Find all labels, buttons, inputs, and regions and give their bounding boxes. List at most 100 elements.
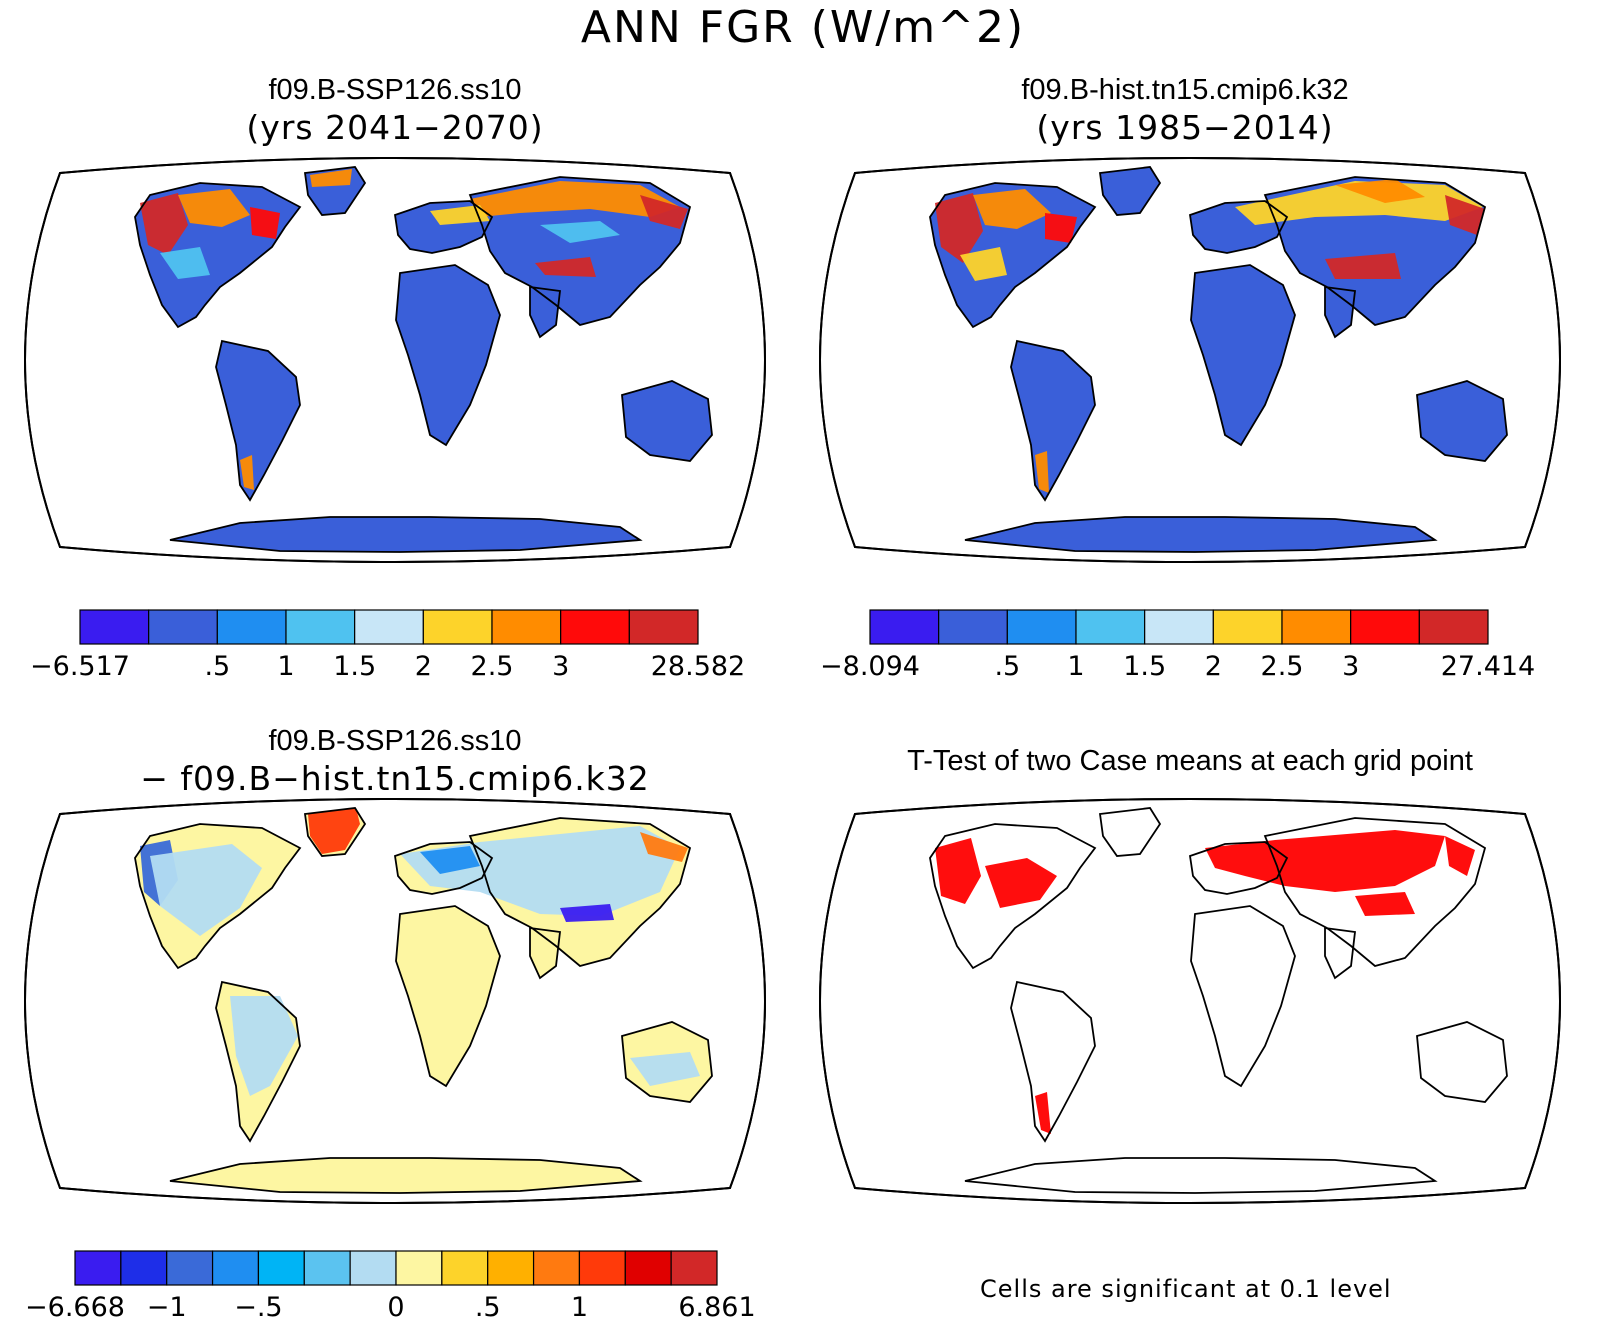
- diff-colorbar-box: [441, 1250, 489, 1286]
- case1-land-group: [134, 166, 713, 553]
- case2-colorbar-label: 3: [1342, 651, 1359, 682]
- case1-field-patch: [540, 221, 620, 243]
- ttest-field-patch: [1445, 836, 1475, 876]
- case1-map-border: [24, 157, 766, 563]
- case2-india-land: [1325, 287, 1355, 337]
- case2-field-patch: [1235, 181, 1483, 225]
- case2-colorbar-box: [1281, 609, 1352, 645]
- ttest-land-group: [929, 807, 1508, 1194]
- case2-field-patch: [973, 189, 1051, 229]
- ttest-map-border: [819, 798, 1561, 1204]
- case2-south-america-coastline: [1010, 339, 1096, 502]
- diff-colorbar-box: [624, 1250, 672, 1286]
- case1-field-patch: [160, 247, 210, 279]
- diff-land-group: [134, 807, 713, 1194]
- case1-field-patch: [310, 169, 352, 187]
- case1-antarctica-land: [170, 517, 640, 552]
- case2-australia-coastline: [1416, 380, 1508, 462]
- diff-india-coastline: [529, 926, 561, 980]
- panel-case1-title: f09.B-SSP126.ss10: [268, 74, 522, 106]
- case2-colorbar-label: 2: [1205, 651, 1222, 682]
- case2-south-america-land: [1011, 341, 1095, 500]
- diff-colorbar-label: 1: [571, 1292, 588, 1323]
- case2-asia-coastline: [1263, 176, 1487, 326]
- diff-colorbar-box: [670, 1250, 718, 1286]
- case1-colorbar-box: [628, 609, 699, 645]
- panel-case2-title-block: f09.B-hist.tn15.cmip6.k32 (yrs 1985−2014…: [870, 73, 1500, 145]
- significance-note: Cells are significant at 0.1 level: [980, 1275, 1392, 1303]
- diff-asia-coastline: [468, 817, 692, 967]
- diff-colorbar-label: 0: [387, 1292, 404, 1323]
- diff-colorbar-label: −.5: [234, 1292, 282, 1323]
- diff-europe-coastline: [393, 841, 494, 895]
- case2-antarctica-coastline: [964, 516, 1438, 553]
- ttest-antarctica-land: [965, 1158, 1435, 1193]
- case1-colorbar-label: .5: [204, 651, 230, 682]
- diff-north-america-coastline: [134, 823, 302, 970]
- case1-colorbar-label: 1.5: [333, 651, 376, 682]
- case1-colorbar-box: [79, 609, 150, 645]
- case2-india-coastline: [1324, 285, 1356, 339]
- ttest-field-patch: [1035, 1092, 1051, 1134]
- map-diff: [24, 798, 766, 1204]
- ttest-australia-coastline: [1416, 1021, 1508, 1103]
- case2-colorbar-box: [938, 609, 1008, 645]
- diff-map-group: [24, 798, 766, 1204]
- map-case1: [24, 157, 766, 563]
- case2-field-patch: [1325, 253, 1401, 279]
- diff-field-patch: [150, 844, 262, 936]
- ttest-africa-coastline: [1190, 905, 1296, 1088]
- ttest-field-patch: [935, 838, 981, 904]
- ttest-north-america-coastline: [929, 823, 1097, 970]
- case1-field-patch: [240, 455, 254, 490]
- case1-field-patch: [250, 207, 280, 239]
- case2-colorbar-box: [1144, 609, 1214, 645]
- case1-colorbar-box: [148, 609, 218, 645]
- diff-colorbar-box: [120, 1250, 168, 1286]
- diff-india-land: [530, 928, 560, 978]
- diff-field-patch: [640, 832, 688, 862]
- ttest-south-america-coastline: [1010, 980, 1096, 1143]
- case1-colorbar-label: 1: [277, 651, 294, 682]
- panel-case2-title: f09.B-hist.tn15.cmip6.k32: [1021, 74, 1349, 106]
- colorbar-case1: −6.517 .5 1 1.5 2 2.5 3 28.582: [30, 609, 745, 682]
- case2-colorbar-label: 1: [1067, 651, 1084, 682]
- panel-diff-title: f09.B-SSP126.ss10: [268, 725, 522, 757]
- case2-africa-coastline: [1190, 264, 1296, 447]
- case2-field-patch: [1445, 195, 1485, 235]
- case1-colorbar-box: [491, 609, 562, 645]
- diff-australia-coastline: [621, 1021, 713, 1103]
- case1-australia-land: [622, 381, 712, 461]
- diff-colorbar-box: [395, 1250, 443, 1286]
- ttest-antarctica-coastline: [964, 1157, 1438, 1194]
- map-case2: [819, 157, 1561, 563]
- case1-india-land: [530, 287, 560, 337]
- case2-europe-coastline: [1188, 200, 1289, 254]
- ttest-europe-coastline: [1188, 841, 1289, 895]
- case1-colorbar-box: [354, 609, 424, 645]
- case2-map-border: [819, 157, 1561, 563]
- case2-field-patch: [960, 247, 1007, 281]
- case1-antarctica-coastline: [169, 516, 643, 553]
- ttest-map-group: [819, 798, 1561, 1204]
- case2-colorbar-box: [869, 609, 940, 645]
- ttest-field-patch: [1205, 830, 1445, 892]
- case1-colorbar-label: 3: [552, 651, 569, 682]
- case2-field-patch: [1035, 451, 1049, 493]
- diff-colorbar-label: −1: [147, 1292, 187, 1323]
- diff-field-patch: [560, 904, 614, 922]
- case1-colorbar-box: [560, 609, 630, 645]
- ttest-field-patch: [985, 858, 1057, 908]
- case1-south-america-land: [216, 341, 300, 500]
- diff-field-patch: [420, 846, 480, 874]
- ttest-asia-coastline: [1263, 817, 1487, 967]
- ttest-greenland-coastline: [1098, 807, 1162, 857]
- diff-colorbar-box: [257, 1250, 305, 1286]
- diff-colorbar-box: [487, 1250, 535, 1286]
- diff-africa-coastline: [395, 905, 501, 1088]
- diff-colorbar-box: [578, 1250, 626, 1286]
- case2-colorbar-label: .5: [994, 651, 1020, 682]
- panel-case1-title-block: f09.B-SSP126.ss10 (yrs 2041−2070): [80, 73, 710, 145]
- diff-colorbar-label: −6.668: [25, 1292, 125, 1323]
- case1-colorbar-label: −6.517: [30, 651, 130, 682]
